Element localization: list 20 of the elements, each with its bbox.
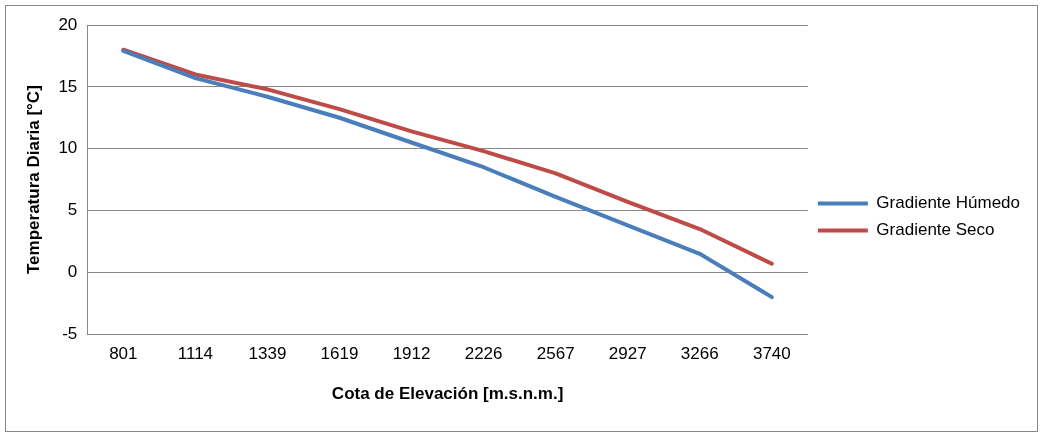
x-axis-title: Cota de Elevación [m.s.n.m.] [331,384,564,404]
y-tick-label: -5 [62,323,78,343]
legend-label: Gradiente Húmedo [876,193,1020,213]
x-tick-label: 1114 [177,344,214,364]
x-tick-label: 2567 [536,344,575,364]
y-tick-label: 15 [58,76,78,96]
x-tick-label: 3266 [680,344,719,364]
x-tick-label: 1912 [392,344,431,364]
x-tick-label: 3740 [752,344,791,364]
x-tick-label: 801 [109,344,138,364]
y-tick-label: 0 [67,262,78,282]
y-tick-label: 10 [58,138,78,158]
y-tick-label: 20 [58,14,78,34]
x-tick-label: 2226 [464,344,503,364]
y-axis-title: Temperatura Diaria [°C] [23,85,43,275]
x-tick-label: 1339 [248,344,287,364]
x-tick-label: 2927 [608,344,647,364]
y-tick-label: 5 [67,200,78,220]
legend-label: Gradiente Seco [876,220,995,240]
x-tick-label: 1619 [320,344,359,364]
